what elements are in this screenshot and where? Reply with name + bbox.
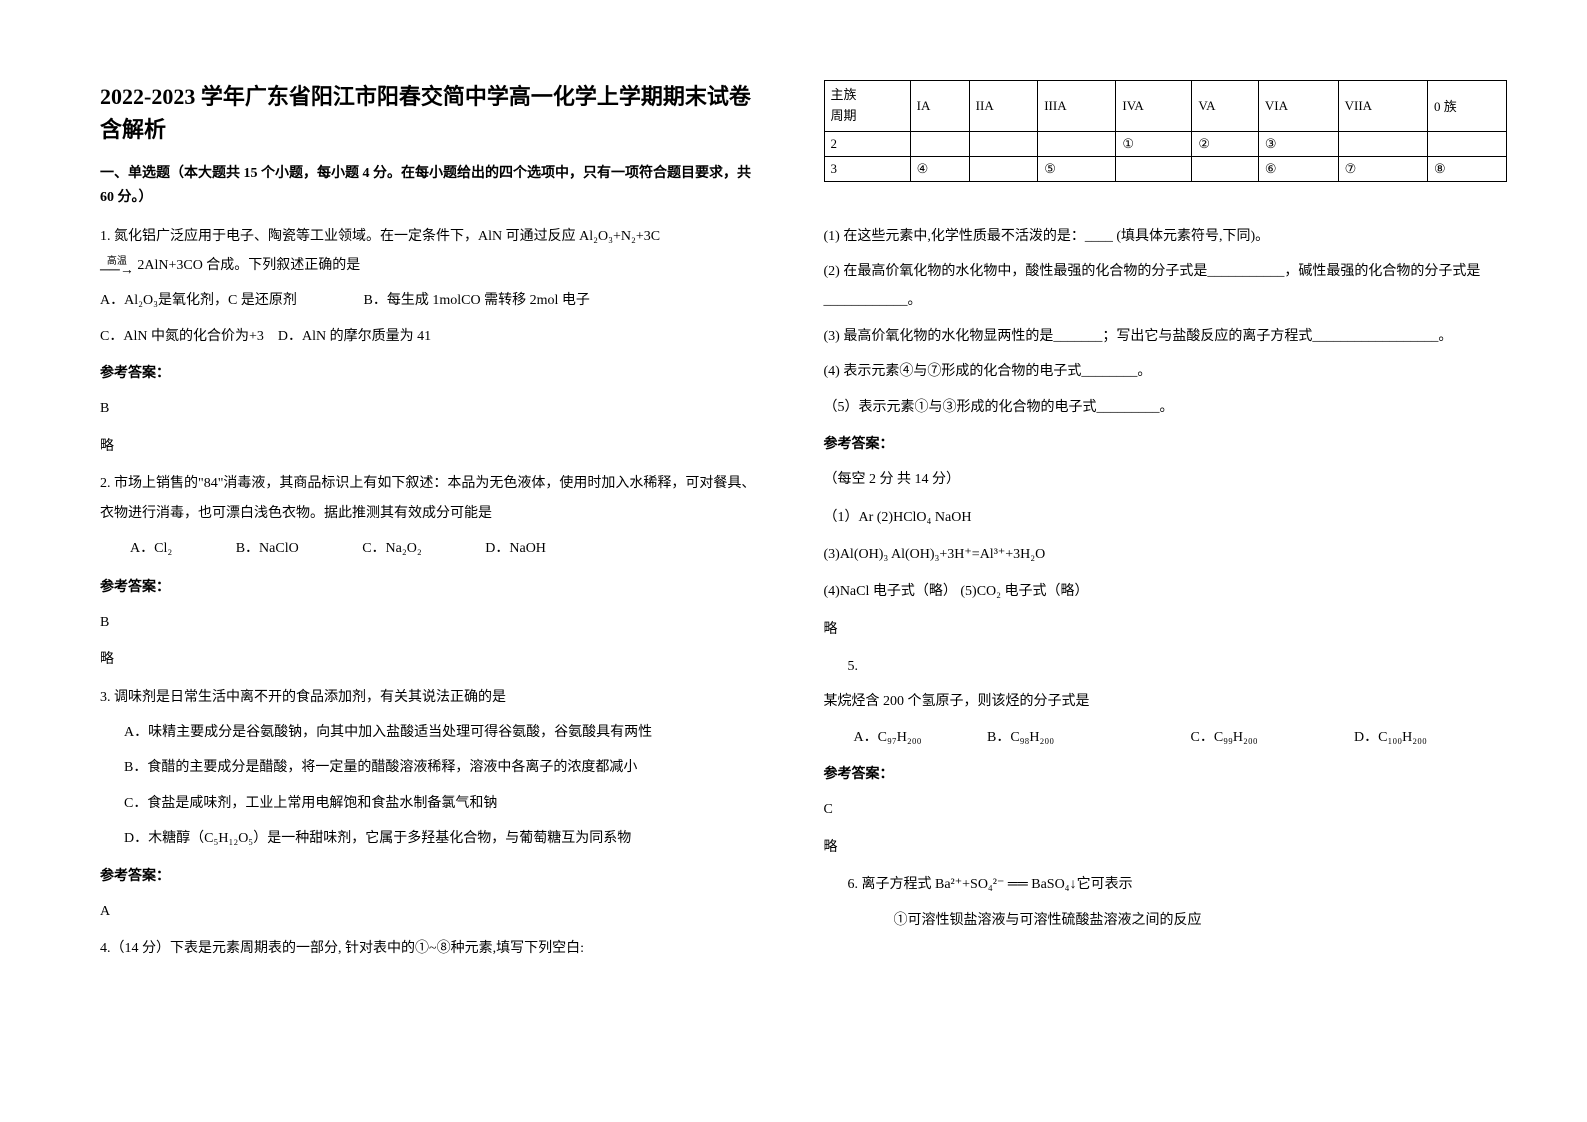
r3c5 [1192,156,1258,181]
q5-optD: D．C₁₀₀H₂₀₀ [1354,730,1427,745]
table-row-2: 2 ① ② ③ [824,131,1507,156]
ans3-result: A [100,897,764,926]
r3c2 [969,156,1038,181]
q3-optC: C．食盐是咸味剂，工业上常用电解饱和食盐水制备氯气和钠 [124,789,764,818]
r3c1: ④ [910,156,969,181]
q2-optA: A．Cl₂ [130,534,172,565]
col-VIA: VIA [1258,81,1338,132]
ans1-result: B [100,394,764,423]
row3-label: 3 [824,156,910,181]
r3c3: ⑤ [1038,156,1116,181]
q1-optD: D．AlN 的摩尔质量为 41 [278,329,431,344]
q5-prefix: 5. [848,652,1508,681]
header-period: 周期 [831,108,857,123]
q1-optA: A．Al₂O₃是氧化剂，C 是还原剂 [100,286,360,315]
question-5: 某烷烃含 200 个氢原子，则该烃的分子式是 [824,687,1508,716]
table-header-row: 主族 周期 IA IIA IIIA IVA VA VIA VIIA 0 族 [824,81,1507,132]
arrow-icon: ──→ [100,267,134,275]
col-IVA: IVA [1116,81,1192,132]
ans5-note: 略 [824,833,1508,862]
section-header: 一、单选题（本大题共 15 个小题，每小题 4 分。在每小题给出的四个选项中，只… [100,162,764,210]
q1-stem-b: 2AlN+3CO 合成。下列叙述正确的是 [137,258,360,273]
answer-label-2: 参考答案： [100,575,764,600]
right-column: 主族 周期 IA IIA IIIA IVA VA VIA VIIA 0 族 2 … [794,0,1587,1122]
ans5-result: C [824,795,1508,824]
q1-stem-a: 1. 氮化铝广泛应用于电子、陶瓷等工业领域。在一定条件下，AlN 可通过反应 A… [100,229,660,244]
ans4-a1: （1）Ar (2)HClO₄ NaOH [824,503,1508,532]
col-IA: IA [910,81,969,132]
answer-label-3: 参考答案： [100,864,764,889]
col-IIIA: IIIA [1038,81,1116,132]
q2-optC: C．Na₂O₂ [362,534,422,565]
answer-label-4: 参考答案： [824,432,1508,457]
q3-optB: B．食醋的主要成分是醋酸，将一定量的醋酸溶液稀释，溶液中各离子的浓度都减小 [124,753,764,782]
r3c4 [1116,156,1192,181]
row2-label: 2 [824,131,910,156]
q4-sub3: (3) 最高价氧化物的水化物显两性的是_______；写出它与盐酸反应的离子方程… [824,322,1508,351]
table-row-3: 3 ④ ⑤ ⑥ ⑦ ⑧ [824,156,1507,181]
r2c4: ① [1116,131,1192,156]
ans4-a3: (3)Al(OH)₃ Al(OH)₃+3H⁺=Al³⁺+3H₂O [824,540,1508,569]
question-6: 6. 离子方程式 Ba²⁺+SO₄²⁻ ══ BaSO₄↓它可表示 [848,870,1508,899]
q5-optB: B．C₉₈H₂₀₀ [987,723,1187,752]
q3-optD: D．木糖醇（C₅H₁₂O₅）是一种甜味剂，它属于多羟基化合物，与葡萄糖互为同系物 [124,824,764,853]
col-IIA: IIA [969,81,1038,132]
q1-optB: B．每生成 1molCO 需转移 2mol 电子 [364,293,590,308]
r2c3 [1038,131,1116,156]
q1-optC: C．AlN 中氮的化合价为+3 [100,322,264,351]
q2-optB: B．NaClO [236,534,299,565]
q3-optA: A．味精主要成分是谷氨酸钠，向其中加入盐酸适当处理可得谷氨酸，谷氨酸具有两性 [124,718,764,747]
q4-sub1: (1) 在这些元素中,化学性质最不活泼的是：____ (填具体元素符号,下同)。 [824,222,1508,251]
periodic-table: 主族 周期 IA IIA IIIA IVA VA VIA VIIA 0 族 2 … [824,80,1508,182]
answer-label-1: 参考答案： [100,361,764,386]
question-4: 4.（14 分）下表是元素周期表的一部分, 针对表中的①~⑧种元素,填写下列空白… [100,934,764,963]
q6-sub1: ①可溶性钡盐溶液与可溶性硫酸盐溶液之间的反应 [894,906,1508,935]
question-1: 1. 氮化铝广泛应用于电子、陶瓷等工业领域。在一定条件下，AlN 可通过反应 A… [100,222,764,281]
exam-title: 2022-2023 学年广东省阳江市阳春交简中学高一化学上学期期末试卷含解析 [100,80,764,146]
r2c7 [1338,131,1427,156]
r2c2 [969,131,1038,156]
q2-options: A．Cl₂ B．NaClO C．Na₂O₂ D．NaOH [130,534,764,565]
ans4-note1: （每空 2 分 共 14 分） [824,465,1508,494]
q5-optA: A．C₉₇H₂₀₀ [854,723,984,752]
q4-sub2: (2) 在最高价氧化物的水化物中，酸性最强的化合物的分子式是__________… [824,257,1508,316]
r2c6: ③ [1258,131,1338,156]
ans2-note: 略 [100,645,764,674]
r2c8 [1427,131,1506,156]
left-column: 2022-2023 学年广东省阳江市阳春交简中学高一化学上学期期末试卷含解析 一… [0,0,794,1122]
ans2-result: B [100,608,764,637]
q1-options-row1: A．Al₂O₃是氧化剂，C 是还原剂 B．每生成 1molCO 需转移 2mol… [100,286,764,315]
answer-label-5: 参考答案： [824,762,1508,787]
q4-sub5: （5）表示元素①与③形成的化合物的电子式_________。 [824,393,1508,422]
r3c7: ⑦ [1338,156,1427,181]
table-corner-cell: 主族 周期 [824,81,910,132]
col-VIIA: VIIA [1338,81,1427,132]
r3c6: ⑥ [1258,156,1338,181]
r3c8: ⑧ [1427,156,1506,181]
reaction-arrow: 高温 ──→ [100,257,134,275]
ans4-a4: (4)NaCl 电子式（略） (5)CO₂ 电子式（略） [824,577,1508,606]
r2c1 [910,131,969,156]
q5-optC: C．C₉₉H₂₀₀ [1191,723,1351,752]
header-main: 主族 [831,87,857,102]
col-0: 0 族 [1427,81,1506,132]
question-3: 3. 调味剂是日常生活中离不开的食品添加剂，有关其说法正确的是 [100,683,764,712]
ans4-note2: 略 [824,615,1508,644]
q4-sub4: (4) 表示元素④与⑦形成的化合物的电子式________。 [824,357,1508,386]
q2-optD: D．NaOH [485,534,546,565]
col-VA: VA [1192,81,1258,132]
ans1-note: 略 [100,432,764,461]
q5-options: A．C₉₇H₂₀₀ B．C₉₈H₂₀₀ C．C₉₉H₂₀₀ D．C₁₀₀H₂₀₀ [854,723,1508,752]
q1-options-row2: C．AlN 中氮的化合价为+3 D．AlN 的摩尔质量为 41 [100,322,764,351]
r2c5: ② [1192,131,1258,156]
question-2: 2. 市场上销售的"84"消毒液，其商品标识上有如下叙述：本品为无色液体，使用时… [100,469,764,528]
